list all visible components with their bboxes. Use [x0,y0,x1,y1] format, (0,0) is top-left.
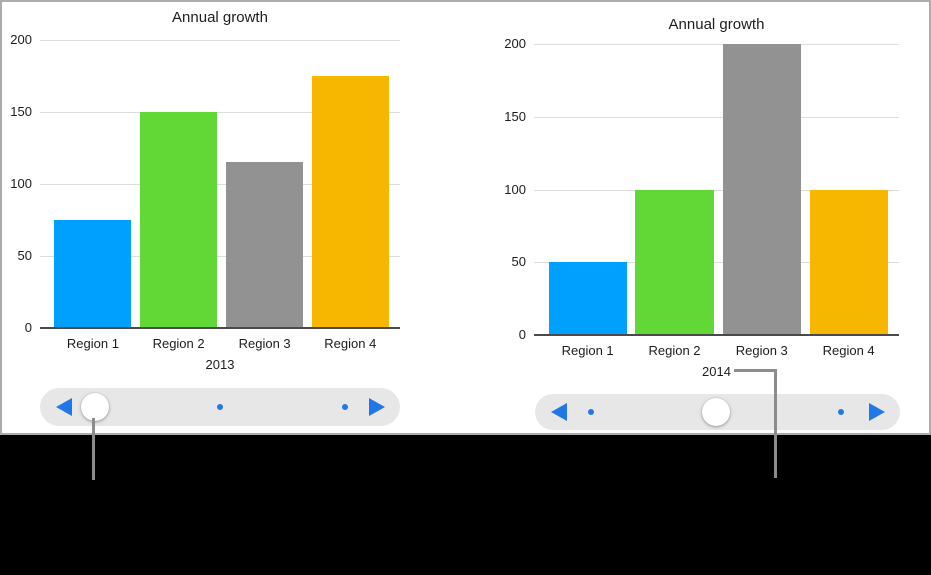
y-tick-label: 150 [504,108,526,124]
scrubber-page-dot[interactable] [341,404,348,410]
callout-line-2014-vertical [774,369,777,478]
scrubber-page-dot[interactable] [837,409,844,415]
callout-line-2014-horizontal [734,369,777,372]
bar-region-4 [809,189,888,335]
bar-region-1 [54,220,132,328]
scrubber-page-dot[interactable] [587,409,594,415]
bar-chart-2014: Annual growth 0 50 100 150 200 Region 1 Region… [465,2,931,435]
charts-panel: Annual growth 0 50 100 150 200 Region 1 Region… [0,0,931,435]
x-tick-label: Region 2 [648,343,701,358]
y-tick-label: 0 [24,320,32,335]
bar-region-4 [311,76,389,328]
bar-region-2 [140,112,218,328]
chart-title: Annual growth [172,9,268,26]
chart-scrubber[interactable] [40,388,400,426]
x-axis-title: 2014 [702,364,731,379]
bar-region-3 [226,162,304,328]
x-tick-label: Region 3 [238,336,291,351]
y-tick-label: 50 [511,254,526,270]
plot-area: 0 50 100 150 200 Region 1 Region 2 Region 3 Regi… [10,32,400,351]
y-tick-label: 200 [10,32,32,47]
scrubber-thumb[interactable] [81,393,110,421]
x-axis-line [534,334,899,336]
x-tick-label: Region 4 [324,336,377,351]
gridline [534,116,899,118]
scrubber-back-icon[interactable] [551,403,567,421]
y-tick-label: 200 [504,36,526,51]
gridline [534,44,899,45]
gridline [534,262,899,264]
scrubber-forward-icon[interactable] [869,403,885,421]
x-axis-title: 2013 [205,357,235,372]
y-tick-label: 0 [518,327,526,342]
chart-title: Annual growth [668,16,765,33]
gridline [40,40,400,41]
scrubber-page-dot[interactable] [217,404,223,410]
x-axis-line [40,327,400,329]
y-tick-label: 100 [10,176,32,191]
gridline [40,184,400,185]
bar-region-2 [635,189,714,335]
gridline [40,256,400,257]
x-tick-label: Region 3 [735,343,788,358]
y-tick-label: 50 [17,248,32,263]
x-tick-label: Region 2 [152,336,205,351]
scrubber-back-icon[interactable] [56,398,72,416]
x-tick-label: Region 1 [561,343,614,358]
scrubber-forward-icon[interactable] [369,398,385,416]
y-tick-label: 100 [504,181,526,197]
callout-line-2013-scrubber [92,418,95,480]
plot-area: 0 50 100 150 200 Region 1 Region 2 Region 3 Regi… [504,36,899,358]
chart-scrubber[interactable] [535,394,900,430]
bar-chart-2013: Annual growth 0 50 100 150 200 Region 1 Region… [2,2,465,435]
bar-region-3 [722,44,801,335]
scrubber-thumb[interactable] [702,398,731,426]
gridline [40,112,400,113]
y-tick-label: 150 [10,104,32,119]
x-tick-label: Region 1 [66,336,119,351]
bar-region-1 [548,262,627,335]
x-tick-label: Region 4 [822,343,875,358]
gridline [534,189,899,191]
